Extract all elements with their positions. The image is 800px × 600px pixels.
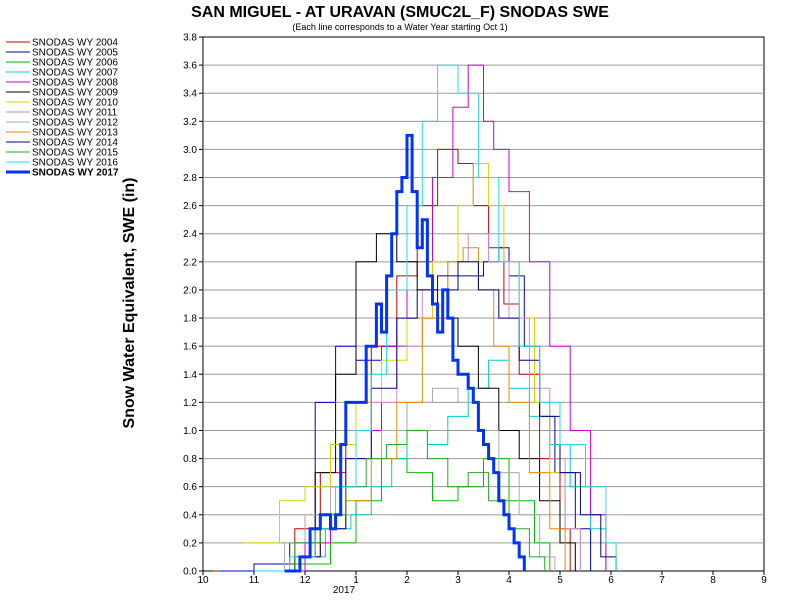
x-tick-label: 6 [608,575,614,586]
x-axis-ticks: 10 11 12 1 2 3 4 5 6 7 8 9 [197,571,767,586]
series-layer [213,64,617,573]
legend-label: SNODAS WY 2016 [32,158,118,169]
y-axis-ticks: 0.0 0.2 0.4 0.6 0.8 1.0 1.2 1.4 1.6 1.8 2.0 2.2 2.4 2… [183,33,203,578]
y-tick-label: 2.0 [183,285,197,296]
x-tick-label: 3 [455,575,461,586]
series-line-snodas-wy-2012 [254,387,556,572]
y-tick-label: 0.0 [183,567,197,578]
y-tick-label: 0.6 [183,482,197,493]
x-tick-label: 9 [761,575,767,586]
series-line-snodas-wy-2004 [213,148,571,572]
series-line-snodas-wy-2017 [284,133,526,573]
x-tick-label: 11 [249,575,260,586]
y-tick-label: 2.2 [183,257,197,268]
y-tick-label: 2.4 [183,229,197,240]
legend-label: SNODAS WY 2006 [32,58,118,69]
legend-label: SNODAS WY 2005 [32,48,118,59]
legend-label: SNODAS WY 2013 [32,128,118,139]
y-tick-label: 3.4 [183,89,197,100]
x-tick-label: 4 [506,575,512,586]
y-tick-label: 3.6 [183,61,197,72]
x-tick-label: 7 [659,575,665,586]
y-tick-label: 2.6 [183,201,197,212]
series-line-snodas-wy-2016 [254,64,617,572]
legend-label: SNODAS WY 2017 [32,168,119,179]
y-tick-label: 0.8 [183,454,197,465]
legend-label: SNODAS WY 2011 [32,108,118,119]
legend-label: SNODAS WY 2014 [32,138,118,149]
y-tick-label: 0.2 [183,538,197,549]
y-tick-label: 0.4 [183,510,197,521]
x-tick-label: 8 [710,575,716,586]
legend-label: SNODAS WY 2012 [32,118,118,129]
x-year-label: 2017 [333,585,356,596]
legend-label: SNODAS WY 2008 [32,78,118,89]
y-tick-label: 1.8 [183,314,197,325]
series-line-snodas-wy-2006 [254,458,551,572]
y-tick-label: 1.4 [183,370,197,381]
legend-label: SNODAS WY 2004 [32,38,118,49]
y-tick-label: 1.2 [183,398,197,409]
y-tick-label: 1.6 [183,342,197,353]
legend-label: SNODAS WY 2009 [32,88,118,99]
y-axis-label: Snow Water Equivalent, SWE (in) [121,178,138,429]
y-tick-label: 2.8 [183,173,197,184]
x-tick-label: 5 [557,575,563,586]
y-tick-label: 3.2 [183,117,197,128]
x-tick-label: 2 [404,575,410,586]
x-tick-label: 1 [353,575,359,586]
chart-title: SAN MIGUEL - AT URAVAN (SMUC2L_F) SNODAS… [191,4,609,21]
legend-label: SNODAS WY 2007 [32,68,118,79]
y-tick-label: 3.0 [183,145,197,156]
x-tick-label: 12 [299,575,311,586]
legend-label: SNODAS WY 2015 [32,148,118,159]
legend-label: SNODAS WY 2010 [32,98,118,109]
chart-subtitle: (Each line corresponds to a Water Year s… [292,22,507,32]
x-tick-label: 10 [197,575,209,586]
y-tick-label: 1.0 [183,426,197,437]
y-tick-label: 3.8 [183,33,197,44]
